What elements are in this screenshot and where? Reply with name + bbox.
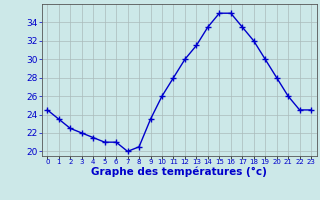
- X-axis label: Graphe des températures (°c): Graphe des températures (°c): [91, 166, 267, 177]
